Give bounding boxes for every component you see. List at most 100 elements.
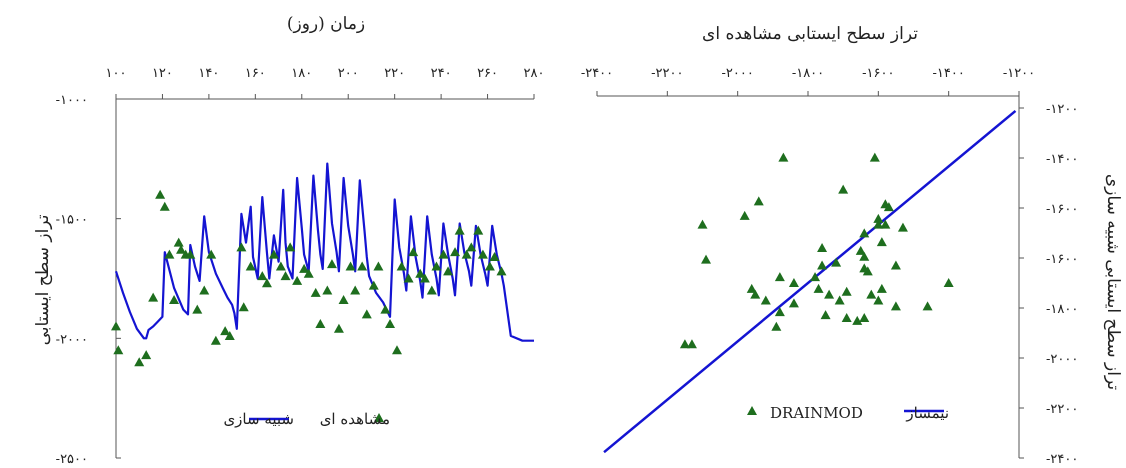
x-tick-label: ۲۸۰ [524, 66, 545, 81]
observed-point [473, 225, 484, 235]
observed-point [257, 271, 268, 281]
drainmod-point [838, 184, 849, 194]
drainmod-point [897, 222, 908, 232]
x-tick-label: ۲۰۰ [338, 66, 359, 81]
drainmod-point [820, 310, 831, 320]
drainmod-point [750, 289, 761, 299]
observed-point [261, 278, 272, 288]
observed-point [357, 261, 368, 271]
y-tick-label: -۱۴۰۰ [1046, 152, 1078, 167]
left-series-lines [114, 162, 534, 342]
drainmod-point [813, 283, 824, 293]
observed-point [322, 285, 333, 295]
drainmod-point [922, 301, 933, 311]
drainmod-point [834, 295, 845, 305]
drainmod-point [778, 152, 789, 162]
observed-point [496, 266, 507, 276]
drainmod-point [831, 257, 842, 267]
observed-point [275, 261, 286, 271]
legend-label-drainmod: DRAINMOD [770, 404, 863, 422]
drainmod-point [876, 283, 887, 293]
y-tick-label: -۱۰۰۰ [56, 93, 88, 108]
observed-point [380, 304, 391, 314]
observed-point [489, 251, 500, 261]
observed-point [113, 345, 124, 355]
observed-point [419, 273, 430, 283]
drainmod-point [679, 339, 690, 349]
x-tick-label: -۱۶۰۰ [862, 66, 894, 81]
drainmod-point [890, 301, 901, 311]
x-tick-label: ۲۲۰ [384, 66, 405, 81]
y-tick-label: -۲۰۰۰ [56, 332, 88, 347]
observed-point [285, 242, 296, 252]
observed-point [185, 249, 196, 259]
observed-point [315, 318, 326, 328]
observed-point [292, 275, 303, 285]
observed-point [224, 330, 235, 340]
observed-point [176, 244, 187, 254]
observed-point [299, 263, 310, 273]
left-legend: شبیه سازی مشاهده ای [223, 410, 390, 428]
drainmod-point [774, 307, 785, 317]
right-chart-title: تراز سطح ایستابی مشاهده ای [702, 24, 918, 44]
observed-point [345, 261, 356, 271]
drainmod-point [852, 315, 863, 325]
observed-point [199, 285, 210, 295]
observed-point [164, 249, 175, 259]
observed-point [169, 295, 180, 305]
legend-label-bisector: نیمساز [905, 404, 949, 422]
drainmod-point [880, 219, 891, 229]
observed-point [391, 345, 402, 355]
observed-point [220, 326, 231, 336]
drainmod-point [862, 266, 873, 276]
legend-triangle-swatch [374, 413, 384, 422]
observed-point [466, 242, 477, 252]
observed-point [111, 321, 121, 331]
x-tick-label: ۱۸۰ [291, 66, 312, 81]
observed-point [438, 249, 449, 259]
drainmod-point [859, 228, 870, 238]
observed-point [280, 271, 291, 281]
drainmod-point [869, 152, 880, 162]
left-tick-labels: ۱۰۰ ۱۲۰ ۱۴۰ ۱۶۰ ۱۸۰ ۲۰۰ ۲۲۰ ۲۴۰ ۲۶۰ ۲۸۰ -۱۰۰۰ -۱۵۰۰… [56, 66, 545, 467]
x-tick-label: -۱۴۰۰ [933, 66, 965, 81]
drainmod-point [873, 219, 884, 229]
drainmod-point [686, 339, 697, 349]
drainmod-point [883, 202, 894, 212]
drainmod-point [873, 295, 884, 305]
x-tick-label: ۲۶۰ [477, 66, 498, 81]
observed-point [333, 323, 344, 333]
right-series-points [679, 152, 954, 349]
observed-point [461, 249, 472, 259]
y-tick-label: -۱۶۰۰ [1046, 252, 1078, 267]
observed-point [443, 266, 454, 276]
drainmod-point [876, 237, 887, 247]
x-tick-label: ۱۴۰ [198, 66, 219, 81]
drainmod-point [739, 210, 750, 220]
observed-point [477, 249, 488, 259]
observed-point [238, 302, 249, 312]
y-tick-label: -۱۲۰۰ [1046, 102, 1078, 117]
y-tick-label: -۱۸۰۰ [1046, 302, 1078, 317]
drainmod-point [746, 283, 757, 293]
x-tick-label: -۲۴۰۰ [581, 66, 613, 81]
x-tick-label: -۲۰۰۰ [722, 66, 754, 81]
bisector-line [603, 109, 1017, 454]
observed-point [373, 261, 384, 271]
observed-point [431, 261, 442, 271]
observed-point [245, 261, 256, 271]
observed-point [155, 189, 166, 199]
observed-point [192, 304, 203, 314]
drainmod-point [859, 251, 870, 261]
observed-point [415, 268, 426, 278]
y-tick-label: -۲۴۰۰ [1046, 452, 1078, 464]
legend-label-observed: مشاهده ای [320, 410, 390, 428]
left-y-axis-title: تراز سطح ایستابی [33, 214, 53, 345]
observed-point [385, 318, 396, 328]
right-y-axis-title: تراز سطح ایستابی شبیه سازی [1103, 174, 1123, 390]
y-tick-label: -۲۰۰۰ [1046, 352, 1078, 367]
drainmod-point [697, 219, 708, 229]
left-x-axis-title: زمان (روز) [287, 14, 365, 34]
left-series-points [111, 189, 507, 367]
